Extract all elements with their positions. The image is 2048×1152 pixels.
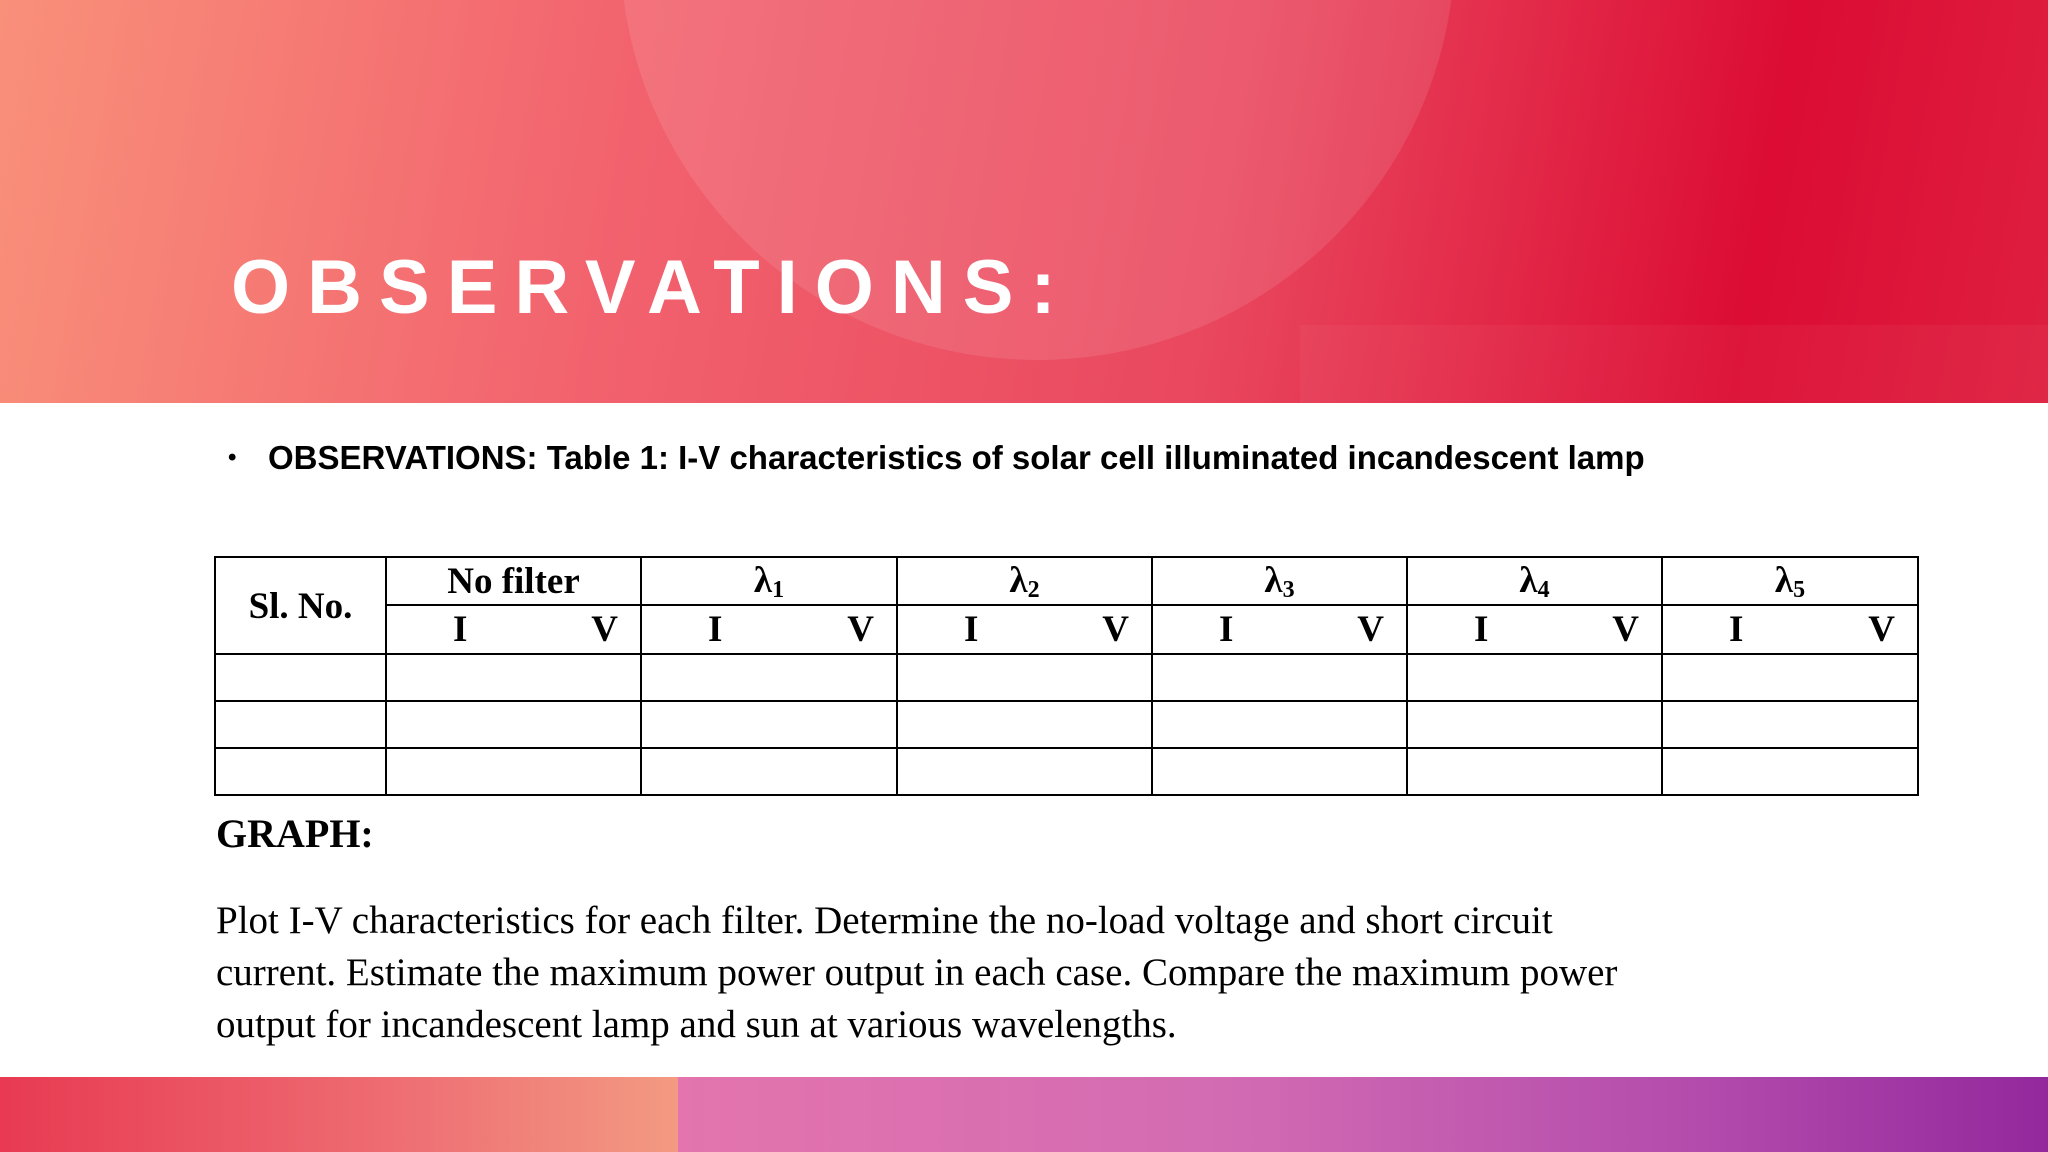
header-sl-no: Sl. No. xyxy=(214,556,387,655)
table-row xyxy=(214,747,1919,796)
table-cell xyxy=(1151,653,1408,702)
bullet-item: • OBSERVATIONS: Table 1: I-V characterist… xyxy=(228,438,2028,478)
table-cell xyxy=(640,747,898,796)
table-cell xyxy=(214,747,387,796)
header-no-filter: No filter xyxy=(385,556,642,606)
voltage-label: V xyxy=(1102,608,1129,650)
graph-instructions: Plot I-V characteristics for each filter… xyxy=(216,895,1976,1051)
table-cell xyxy=(1406,700,1663,749)
table-cell xyxy=(1151,700,1408,749)
graph-line: current. Estimate the maximum power outp… xyxy=(216,951,1618,994)
table-row xyxy=(214,653,1919,702)
table-cell xyxy=(385,700,642,749)
table-cell xyxy=(640,700,898,749)
current-label: I xyxy=(453,608,468,650)
current-label: I xyxy=(1219,608,1234,650)
table-cell xyxy=(1406,653,1663,702)
current-label: I xyxy=(708,608,723,650)
footer-band-right xyxy=(678,1077,2048,1152)
voltage-label: V xyxy=(847,608,874,650)
table-cell xyxy=(896,747,1153,796)
table-cell xyxy=(896,700,1153,749)
table-row xyxy=(214,700,1919,749)
table-cell xyxy=(1661,653,1919,702)
slide-title: OBSERVATIONS: xyxy=(231,245,1073,330)
table-cell xyxy=(214,700,387,749)
title-banner: OBSERVATIONS: xyxy=(0,0,2048,403)
voltage-label: V xyxy=(1357,608,1384,650)
header-lambda-4: λ4 xyxy=(1406,556,1663,606)
footer-band-left xyxy=(0,1077,678,1152)
graph-line: output for incandescent lamp and sun at … xyxy=(216,1003,1177,1046)
decorative-band xyxy=(1300,325,2048,403)
graph-line: Plot I-V characteristics for each filter… xyxy=(216,899,1553,942)
table-cell xyxy=(214,653,387,702)
table-cell xyxy=(640,653,898,702)
voltage-label: V xyxy=(1612,608,1639,650)
table-cell xyxy=(385,653,642,702)
table-cell xyxy=(1406,747,1663,796)
bullet-text: OBSERVATIONS: Table 1: I-V characteristi… xyxy=(268,439,1645,476)
graph-heading: GRAPH: xyxy=(216,811,374,856)
header-lambda-5: λ5 xyxy=(1661,556,1919,606)
current-label: I xyxy=(1729,608,1744,650)
voltage-label: V xyxy=(1868,608,1895,650)
voltage-label: V xyxy=(591,608,618,650)
bullet-dot-icon: • xyxy=(228,444,237,471)
table-cell xyxy=(1661,700,1919,749)
header-lambda-1: λ1 xyxy=(640,556,898,606)
table-cell xyxy=(1661,747,1919,796)
header-lambda-3: λ3 xyxy=(1151,556,1408,606)
current-label: I xyxy=(964,608,979,650)
current-label: I xyxy=(1474,608,1489,650)
table-header-row: Sl. No. No filter λ1 λ2 λ3 λ4 λ5 xyxy=(214,556,1919,655)
table-cell xyxy=(896,653,1153,702)
table-cell xyxy=(1151,747,1408,796)
table-cell xyxy=(385,747,642,796)
header-lambda-2: λ2 xyxy=(896,556,1153,606)
